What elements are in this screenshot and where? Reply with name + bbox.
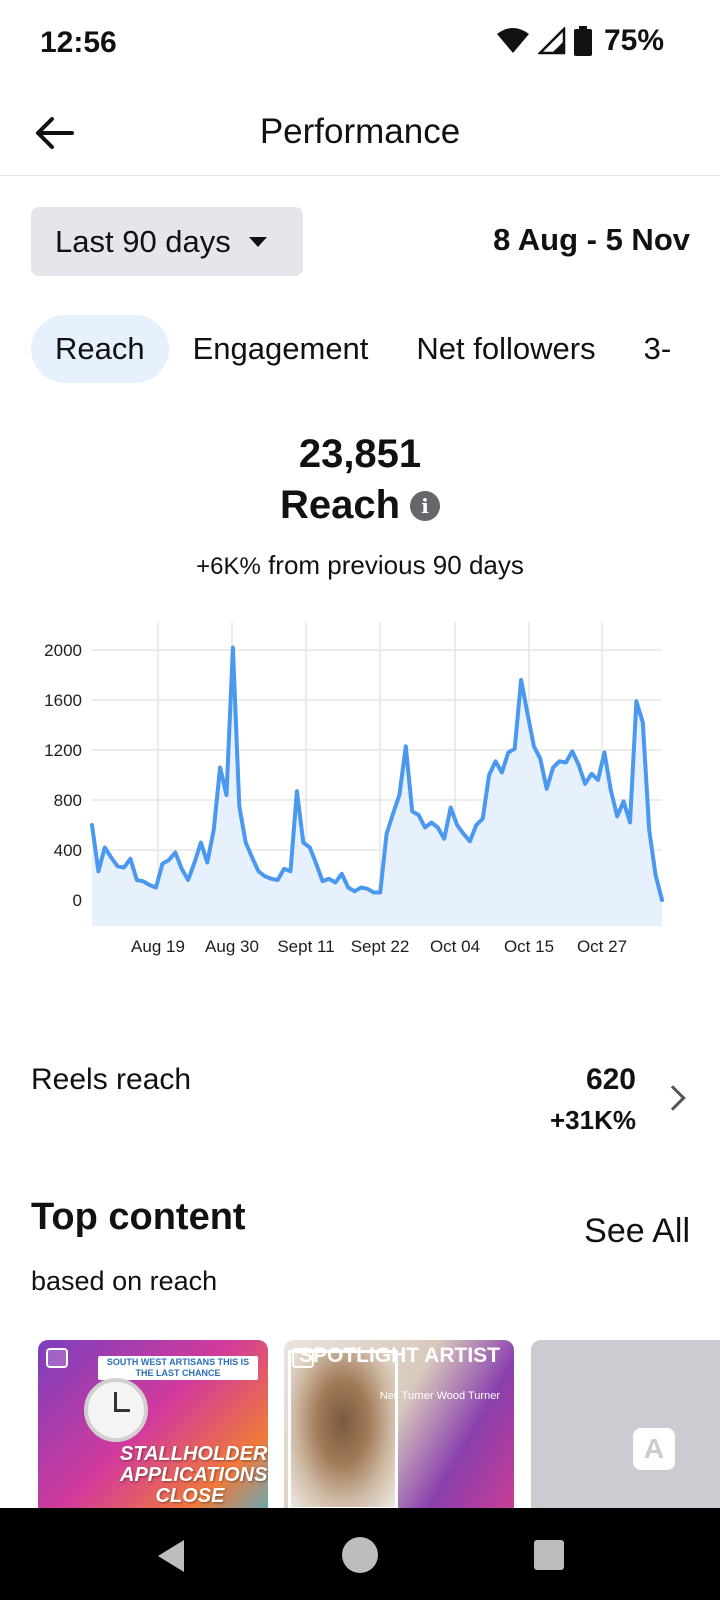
- tab-engagement[interactable]: Engagement: [192, 331, 369, 366]
- top-content-cards: SOUTH WEST ARTISANS THIS IS THE LAST CHA…: [0, 1340, 720, 1510]
- nav-home-icon[interactable]: [342, 1537, 378, 1573]
- y-tick-label: 2000: [44, 641, 82, 660]
- card-badge: SOUTH WEST ARTISANS THIS IS THE LAST CHA…: [98, 1356, 258, 1380]
- back-button[interactable]: [30, 110, 78, 156]
- x-tick-label: Oct 27: [577, 937, 627, 956]
- y-tick-label: 1200: [44, 741, 82, 760]
- x-tick-label: Oct 04: [430, 937, 480, 956]
- y-tick-label: 800: [54, 791, 82, 810]
- chevron-right-icon: [660, 1085, 686, 1111]
- metric-tabs: Reach Engagement Net followers 3-: [31, 315, 720, 383]
- page-title: Performance: [259, 112, 461, 151]
- battery-icon: [573, 26, 592, 56]
- reach-chart-svg: 0 400 800 1200 1600 2000 Aug 19 Aug 30 Sept 11 Se…: [44, 622, 664, 956]
- y-tick-label: 0: [73, 891, 82, 910]
- content-card[interactable]: SOUTH WEST ARTISANS THIS IS THE LAST CHA…: [38, 1340, 268, 1510]
- reach-change: +6K% from previous 90 days: [0, 550, 720, 581]
- top-content-subtitle: based on reach: [31, 1266, 218, 1296]
- clock-icon: [84, 1378, 148, 1442]
- tab-reach[interactable]: Reach: [31, 315, 169, 383]
- battery-percent: 75%: [603, 24, 664, 57]
- reels-reach-change: +31K%: [550, 1105, 636, 1135]
- date-range-label: Last 90 days: [55, 223, 231, 259]
- reach-line: [90, 645, 664, 902]
- reels-reach-label: Reels reach: [31, 1063, 192, 1096]
- content-card[interactable]: A: [531, 1340, 720, 1510]
- content-card[interactable]: SPOTLIGHT ARTIST Neil Turner Wood Turner: [284, 1340, 514, 1510]
- y-tick-label: 400: [54, 841, 82, 860]
- card-headline: SPOTLIGHT ARTIST: [298, 1344, 500, 1367]
- info-icon[interactable]: i: [410, 490, 441, 521]
- nav-recents-icon[interactable]: [534, 1540, 564, 1570]
- date-range-dropdown[interactable]: Last 90 days: [31, 207, 303, 276]
- arrow-left-icon: [36, 117, 74, 149]
- image-icon: [292, 1348, 314, 1368]
- status-bar: 12:56 75%: [0, 0, 720, 90]
- wifi-icon: [496, 28, 529, 53]
- app-header: Performance: [0, 90, 720, 176]
- reach-total: 23,851: [298, 432, 422, 476]
- x-tick-label: Sept 11: [277, 937, 334, 956]
- status-icons: 75%: [496, 24, 664, 58]
- reach-change-percent: +6K%: [196, 553, 261, 580]
- system-nav-bar: [0, 1508, 720, 1600]
- tab-net-followers[interactable]: Net followers: [416, 331, 596, 366]
- x-tick-label: Aug 30: [205, 937, 259, 956]
- top-content-title: Top content: [31, 1196, 246, 1238]
- reach-chart: 0 400 800 1200 1600 2000 Aug 19 Aug 30 Sept 11 Se…: [0, 610, 720, 990]
- date-range-text: 8 Aug - 5 Nov: [493, 222, 690, 257]
- x-tick-label: Aug 19: [131, 937, 185, 956]
- reach-label-row: Reach i: [0, 483, 720, 528]
- reach-change-text: from previous 90 days: [268, 550, 524, 580]
- card-subtext: Neil Turner Wood Turner: [379, 1390, 500, 1402]
- bowl-photo: [288, 1350, 398, 1510]
- card-headline: STALLHOLDER APPLICATIONS CLOSE: [120, 1443, 268, 1507]
- y-tick-label: 1600: [44, 691, 82, 710]
- reels-reach-row[interactable]: Reels reach 620 +31K%: [31, 1045, 690, 1145]
- placeholder-icon: A: [633, 1428, 675, 1470]
- tab-more[interactable]: 3-: [643, 331, 672, 366]
- reach-area: [92, 647, 662, 926]
- signal-icon: [537, 27, 566, 55]
- reels-reach-value: 620: [585, 1063, 636, 1096]
- see-all-link[interactable]: See All: [584, 1212, 690, 1250]
- image-icon: [46, 1348, 68, 1368]
- reach-label: Reach: [279, 483, 401, 527]
- x-tick-label: Oct 15: [504, 937, 554, 956]
- status-time: 12:56: [40, 26, 117, 59]
- nav-back-icon[interactable]: [158, 1540, 184, 1572]
- x-tick-label: Sept 22: [351, 937, 410, 956]
- caret-down-icon: [248, 236, 267, 247]
